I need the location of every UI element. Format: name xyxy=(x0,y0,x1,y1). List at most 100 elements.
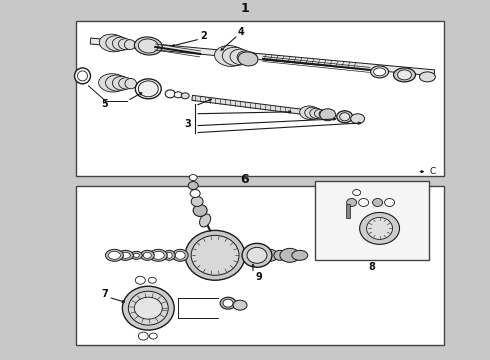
Text: 6: 6 xyxy=(241,173,249,186)
Ellipse shape xyxy=(367,217,392,239)
Ellipse shape xyxy=(320,109,336,121)
Text: 8: 8 xyxy=(368,262,375,272)
Text: 5: 5 xyxy=(101,99,108,109)
Ellipse shape xyxy=(223,299,233,307)
Ellipse shape xyxy=(108,251,121,259)
Ellipse shape xyxy=(397,70,412,80)
Text: 9: 9 xyxy=(256,272,262,282)
Ellipse shape xyxy=(134,297,162,319)
Ellipse shape xyxy=(74,68,91,84)
Ellipse shape xyxy=(124,40,135,50)
Ellipse shape xyxy=(122,286,174,330)
Ellipse shape xyxy=(242,243,272,267)
Ellipse shape xyxy=(274,250,286,260)
Ellipse shape xyxy=(138,39,158,53)
Ellipse shape xyxy=(138,332,148,340)
Ellipse shape xyxy=(128,291,168,325)
Ellipse shape xyxy=(175,251,185,259)
Bar xyxy=(75,21,444,176)
Ellipse shape xyxy=(419,72,436,82)
Ellipse shape xyxy=(172,249,188,261)
Text: 3: 3 xyxy=(185,119,192,129)
Polygon shape xyxy=(192,95,310,115)
Ellipse shape xyxy=(135,276,146,284)
Ellipse shape xyxy=(190,189,200,198)
Polygon shape xyxy=(90,38,435,76)
Ellipse shape xyxy=(238,52,258,66)
Bar xyxy=(345,204,350,219)
Ellipse shape xyxy=(372,198,383,207)
Ellipse shape xyxy=(121,252,130,258)
Text: C: C xyxy=(429,167,436,176)
Ellipse shape xyxy=(230,49,251,65)
Ellipse shape xyxy=(165,90,175,98)
Ellipse shape xyxy=(185,230,245,280)
Ellipse shape xyxy=(189,175,197,181)
Ellipse shape xyxy=(319,110,327,118)
Ellipse shape xyxy=(112,37,130,50)
Ellipse shape xyxy=(105,75,128,91)
Ellipse shape xyxy=(152,251,164,259)
Ellipse shape xyxy=(191,197,203,207)
Ellipse shape xyxy=(353,189,361,195)
Ellipse shape xyxy=(119,78,134,89)
Text: 2: 2 xyxy=(200,31,206,41)
Ellipse shape xyxy=(181,93,189,99)
Text: 7: 7 xyxy=(101,289,108,299)
Ellipse shape xyxy=(360,212,399,244)
Ellipse shape xyxy=(244,52,257,64)
Ellipse shape xyxy=(119,39,133,50)
Ellipse shape xyxy=(280,248,300,262)
Ellipse shape xyxy=(99,34,125,52)
Ellipse shape xyxy=(98,74,126,92)
Ellipse shape xyxy=(163,250,175,260)
Ellipse shape xyxy=(310,108,323,118)
Ellipse shape xyxy=(359,198,368,207)
Ellipse shape xyxy=(143,252,151,258)
Ellipse shape xyxy=(385,198,394,207)
Ellipse shape xyxy=(188,181,198,189)
Ellipse shape xyxy=(373,68,386,76)
Ellipse shape xyxy=(220,297,236,309)
Ellipse shape xyxy=(305,107,321,119)
Text: 4: 4 xyxy=(238,27,245,37)
Ellipse shape xyxy=(149,333,157,339)
Ellipse shape xyxy=(199,214,211,227)
Ellipse shape xyxy=(130,251,142,259)
Ellipse shape xyxy=(105,249,123,261)
Ellipse shape xyxy=(112,76,131,90)
Ellipse shape xyxy=(233,300,247,310)
Ellipse shape xyxy=(262,249,278,261)
Ellipse shape xyxy=(340,113,350,121)
Ellipse shape xyxy=(337,111,353,123)
Ellipse shape xyxy=(292,250,308,260)
Ellipse shape xyxy=(351,114,365,124)
Ellipse shape xyxy=(222,47,248,66)
Ellipse shape xyxy=(77,71,88,81)
Ellipse shape xyxy=(133,253,139,257)
Ellipse shape xyxy=(347,198,357,207)
Bar xyxy=(75,185,444,345)
Ellipse shape xyxy=(149,249,167,261)
Ellipse shape xyxy=(174,92,182,98)
Ellipse shape xyxy=(300,106,320,120)
Ellipse shape xyxy=(393,68,416,82)
Ellipse shape xyxy=(193,204,207,216)
Ellipse shape xyxy=(135,79,161,99)
Text: 1: 1 xyxy=(241,1,249,15)
Bar xyxy=(315,181,429,260)
Ellipse shape xyxy=(247,247,267,263)
Ellipse shape xyxy=(118,250,133,260)
Ellipse shape xyxy=(166,252,172,258)
Ellipse shape xyxy=(237,51,254,64)
Ellipse shape xyxy=(370,66,389,78)
Ellipse shape xyxy=(138,81,158,97)
Ellipse shape xyxy=(243,250,257,260)
Ellipse shape xyxy=(191,235,239,275)
Ellipse shape xyxy=(215,45,245,66)
Ellipse shape xyxy=(255,251,265,259)
Ellipse shape xyxy=(315,109,325,118)
Ellipse shape xyxy=(134,37,162,55)
Ellipse shape xyxy=(148,277,156,283)
Ellipse shape xyxy=(106,36,128,51)
